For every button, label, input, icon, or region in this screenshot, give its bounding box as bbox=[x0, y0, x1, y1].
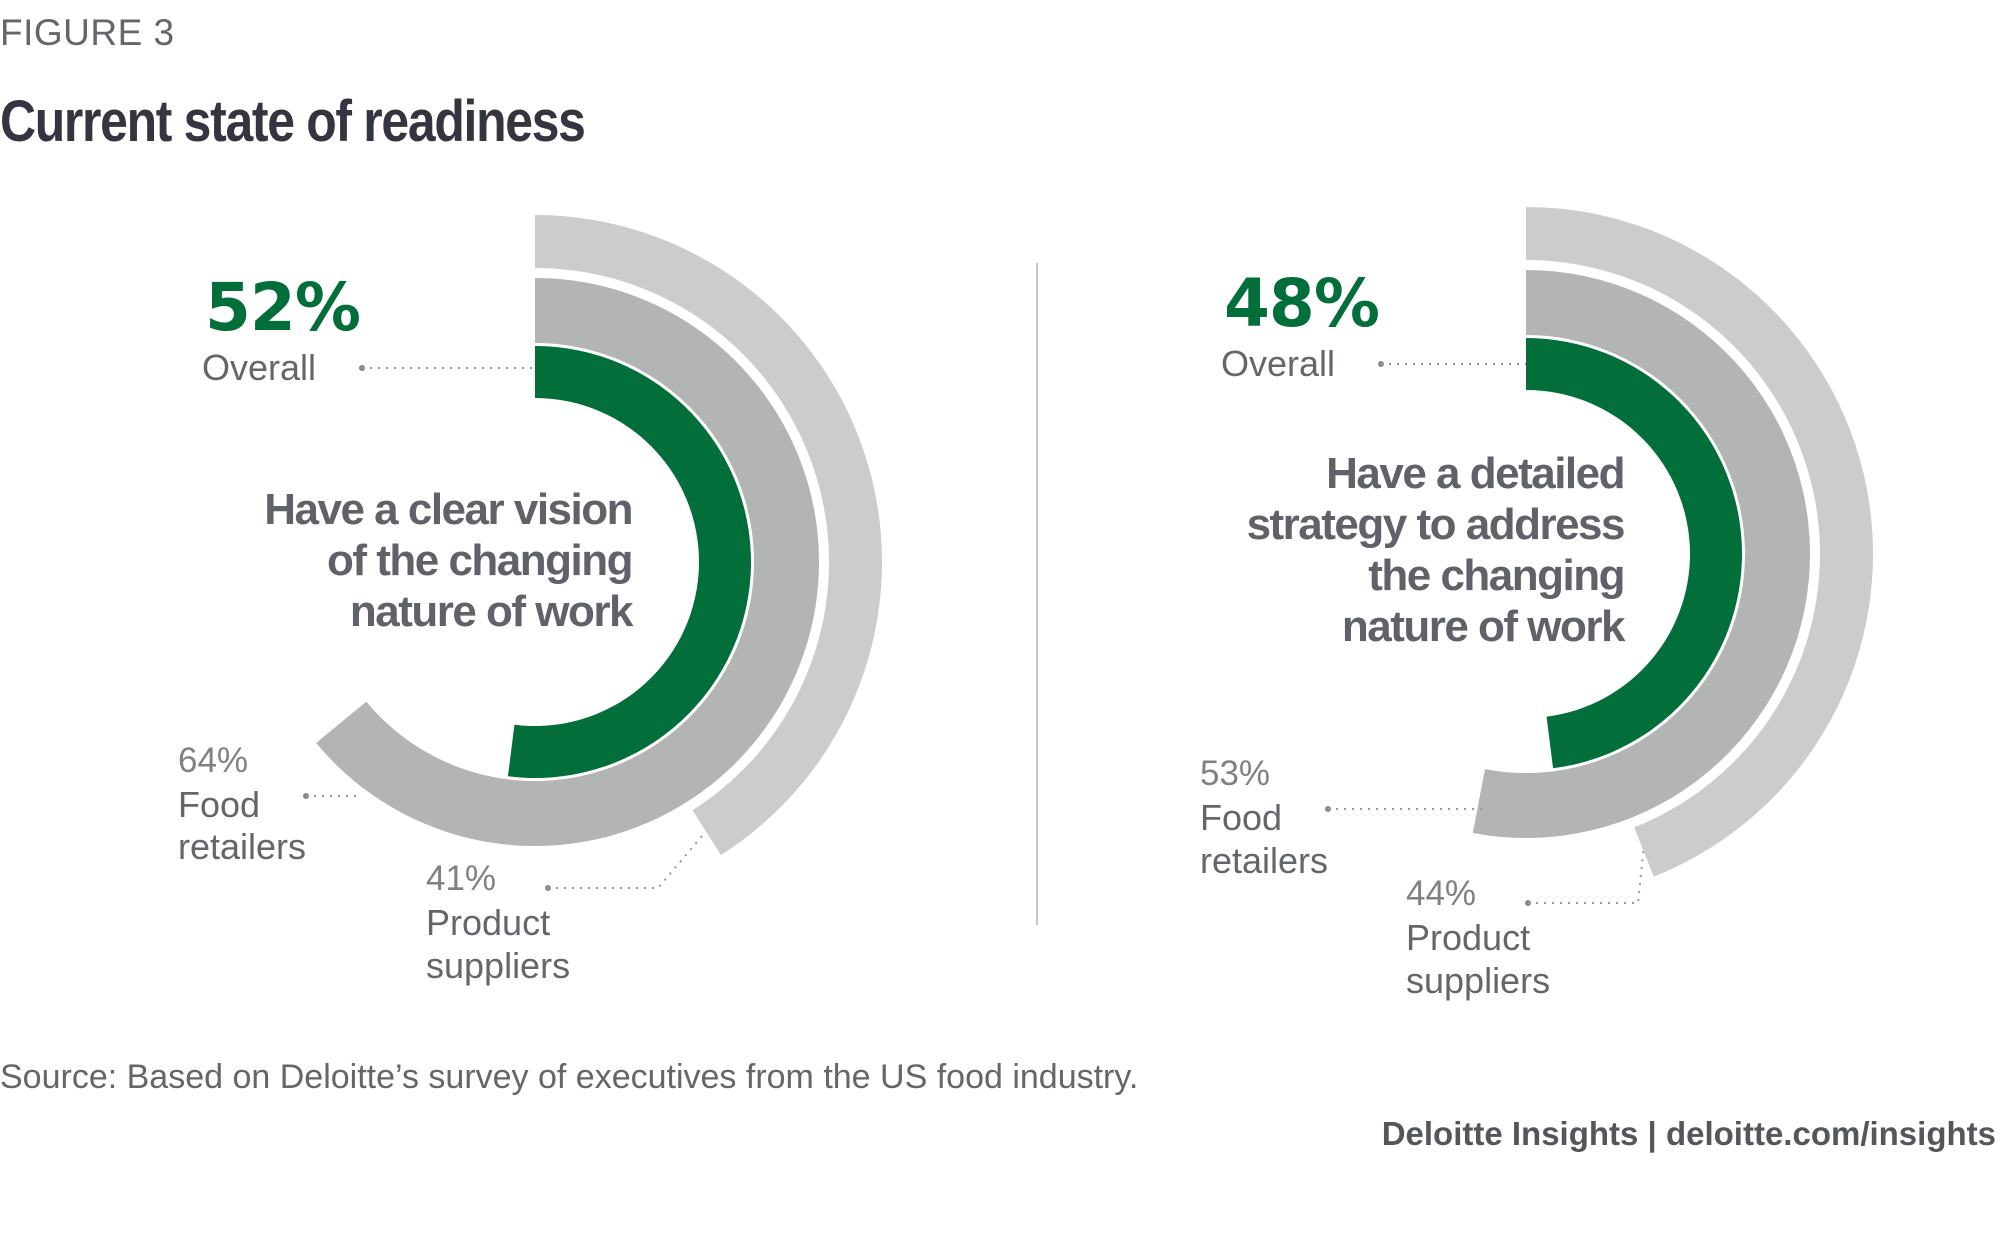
arc-product-suppliers bbox=[1526, 207, 1874, 877]
center-title-line: nature of work bbox=[1342, 602, 1626, 651]
food-retailers-name-label: Food bbox=[178, 784, 260, 825]
product-suppliers-name-label: suppliers bbox=[1406, 960, 1550, 1001]
arc-product-suppliers bbox=[535, 215, 882, 855]
product-suppliers-name-label: Product bbox=[1406, 917, 1530, 958]
product-suppliers-leader-line bbox=[1528, 850, 1645, 904]
product-suppliers-name-label: suppliers bbox=[426, 945, 570, 986]
chart-title: Current state of readiness bbox=[0, 89, 586, 154]
arc-overall bbox=[1526, 338, 1742, 769]
product-suppliers-value-label: 41% bbox=[426, 859, 496, 898]
figure-label: FIGURE 3 bbox=[0, 12, 175, 53]
food-retailers-name-label: Food bbox=[1200, 797, 1282, 838]
overall-name-label: Overall bbox=[202, 347, 316, 388]
food-retailers-name-label: retailers bbox=[1200, 840, 1328, 881]
food-retailers-value-label: 53% bbox=[1200, 754, 1270, 793]
center-title-line: strategy to address bbox=[1247, 500, 1624, 549]
center-title-line: Have a detailed bbox=[1326, 449, 1624, 498]
food-retailers-name-label: retailers bbox=[178, 826, 306, 867]
center-title-line: of the changing bbox=[327, 536, 632, 585]
product-suppliers-value-label: 44% bbox=[1406, 874, 1476, 913]
food-retailers-value-label: 64% bbox=[178, 741, 248, 780]
source-note: Source: Based on Deloitte’s survey of ex… bbox=[0, 1058, 1139, 1096]
arc-food-retailers bbox=[316, 278, 819, 847]
overall-value-label: 48% bbox=[1224, 265, 1379, 342]
center-title-line: the changing bbox=[1368, 551, 1624, 600]
center-title-line: Have a clear vision bbox=[264, 485, 632, 534]
arc-overall bbox=[507, 346, 751, 778]
arc-food-retailers bbox=[1472, 270, 1810, 838]
product-suppliers-name-label: Product bbox=[426, 902, 550, 943]
overall-value-label: 52% bbox=[205, 269, 360, 346]
center-title-line: nature of work bbox=[350, 587, 634, 636]
brand-credit: Deloitte Insights | deloitte.com/insight… bbox=[1381, 1115, 1996, 1152]
overall-name-label: Overall bbox=[1221, 343, 1335, 384]
